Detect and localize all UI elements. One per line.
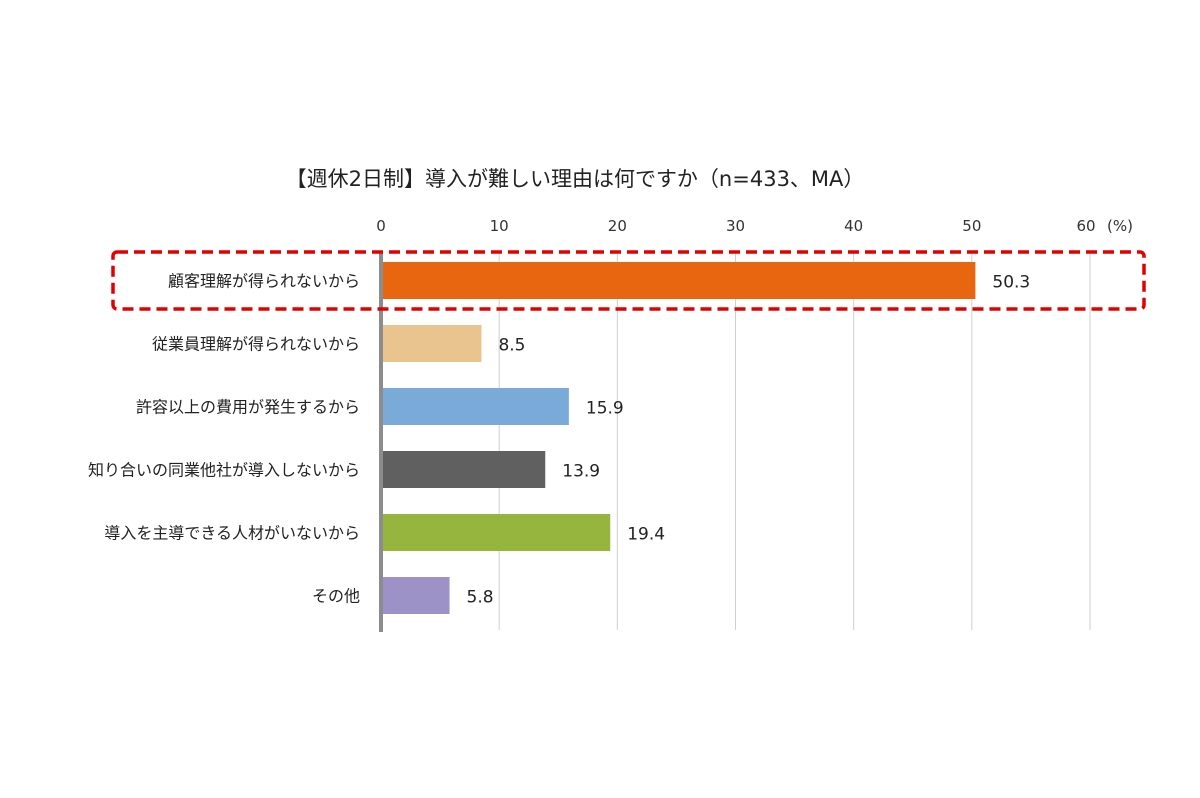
category-label: 許容以上の費用が発生するから [136, 398, 360, 417]
category-label: 知り合いの同業他社が導入しないから [88, 461, 360, 480]
category-label: 導入を主導できる人材がいないから [104, 524, 360, 543]
x-tick-label: 20 [608, 217, 627, 235]
y-axis-line [379, 252, 383, 632]
category-label: 顧客理解が得られないから [168, 272, 360, 291]
value-labels: 50.3 8.5 15.9 13.9 19.4 5.8 [467, 273, 1031, 608]
bars [381, 262, 976, 614]
bar [381, 514, 611, 551]
x-tick-label: 10 [490, 217, 509, 235]
axis-unit-label: (%) [1107, 217, 1133, 235]
gridlines [498, 252, 1091, 630]
x-axis-ticks: 0 10 20 30 40 50 60 [376, 217, 1095, 235]
x-tick-label: 30 [726, 217, 745, 235]
data-label: 19.4 [627, 525, 665, 545]
bar [381, 325, 482, 362]
x-tick-label: 50 [962, 217, 981, 235]
category-label: 従業員理解が得られないから [152, 335, 360, 354]
bar [381, 262, 976, 299]
data-label: 5.8 [467, 588, 494, 608]
x-tick-label: 60 [1076, 217, 1095, 235]
chart-title: 【週休2日制】導入が難しい理由は何ですか（n=433、MA） [286, 167, 865, 191]
x-tick-label: 40 [844, 217, 863, 235]
highlight-box [111, 250, 1146, 311]
bar [381, 388, 569, 425]
category-label: その他 [312, 587, 360, 606]
bar [381, 451, 546, 488]
x-tick-label: 0 [376, 217, 386, 235]
bar [381, 577, 450, 614]
category-labels: 顧客理解が得られないから従業員理解が得られないから許容以上の費用が発生するから知… [88, 272, 360, 606]
data-label: 8.5 [498, 336, 525, 356]
data-label: 13.9 [562, 462, 600, 482]
data-label: 50.3 [992, 273, 1030, 293]
data-label: 15.9 [586, 399, 624, 419]
